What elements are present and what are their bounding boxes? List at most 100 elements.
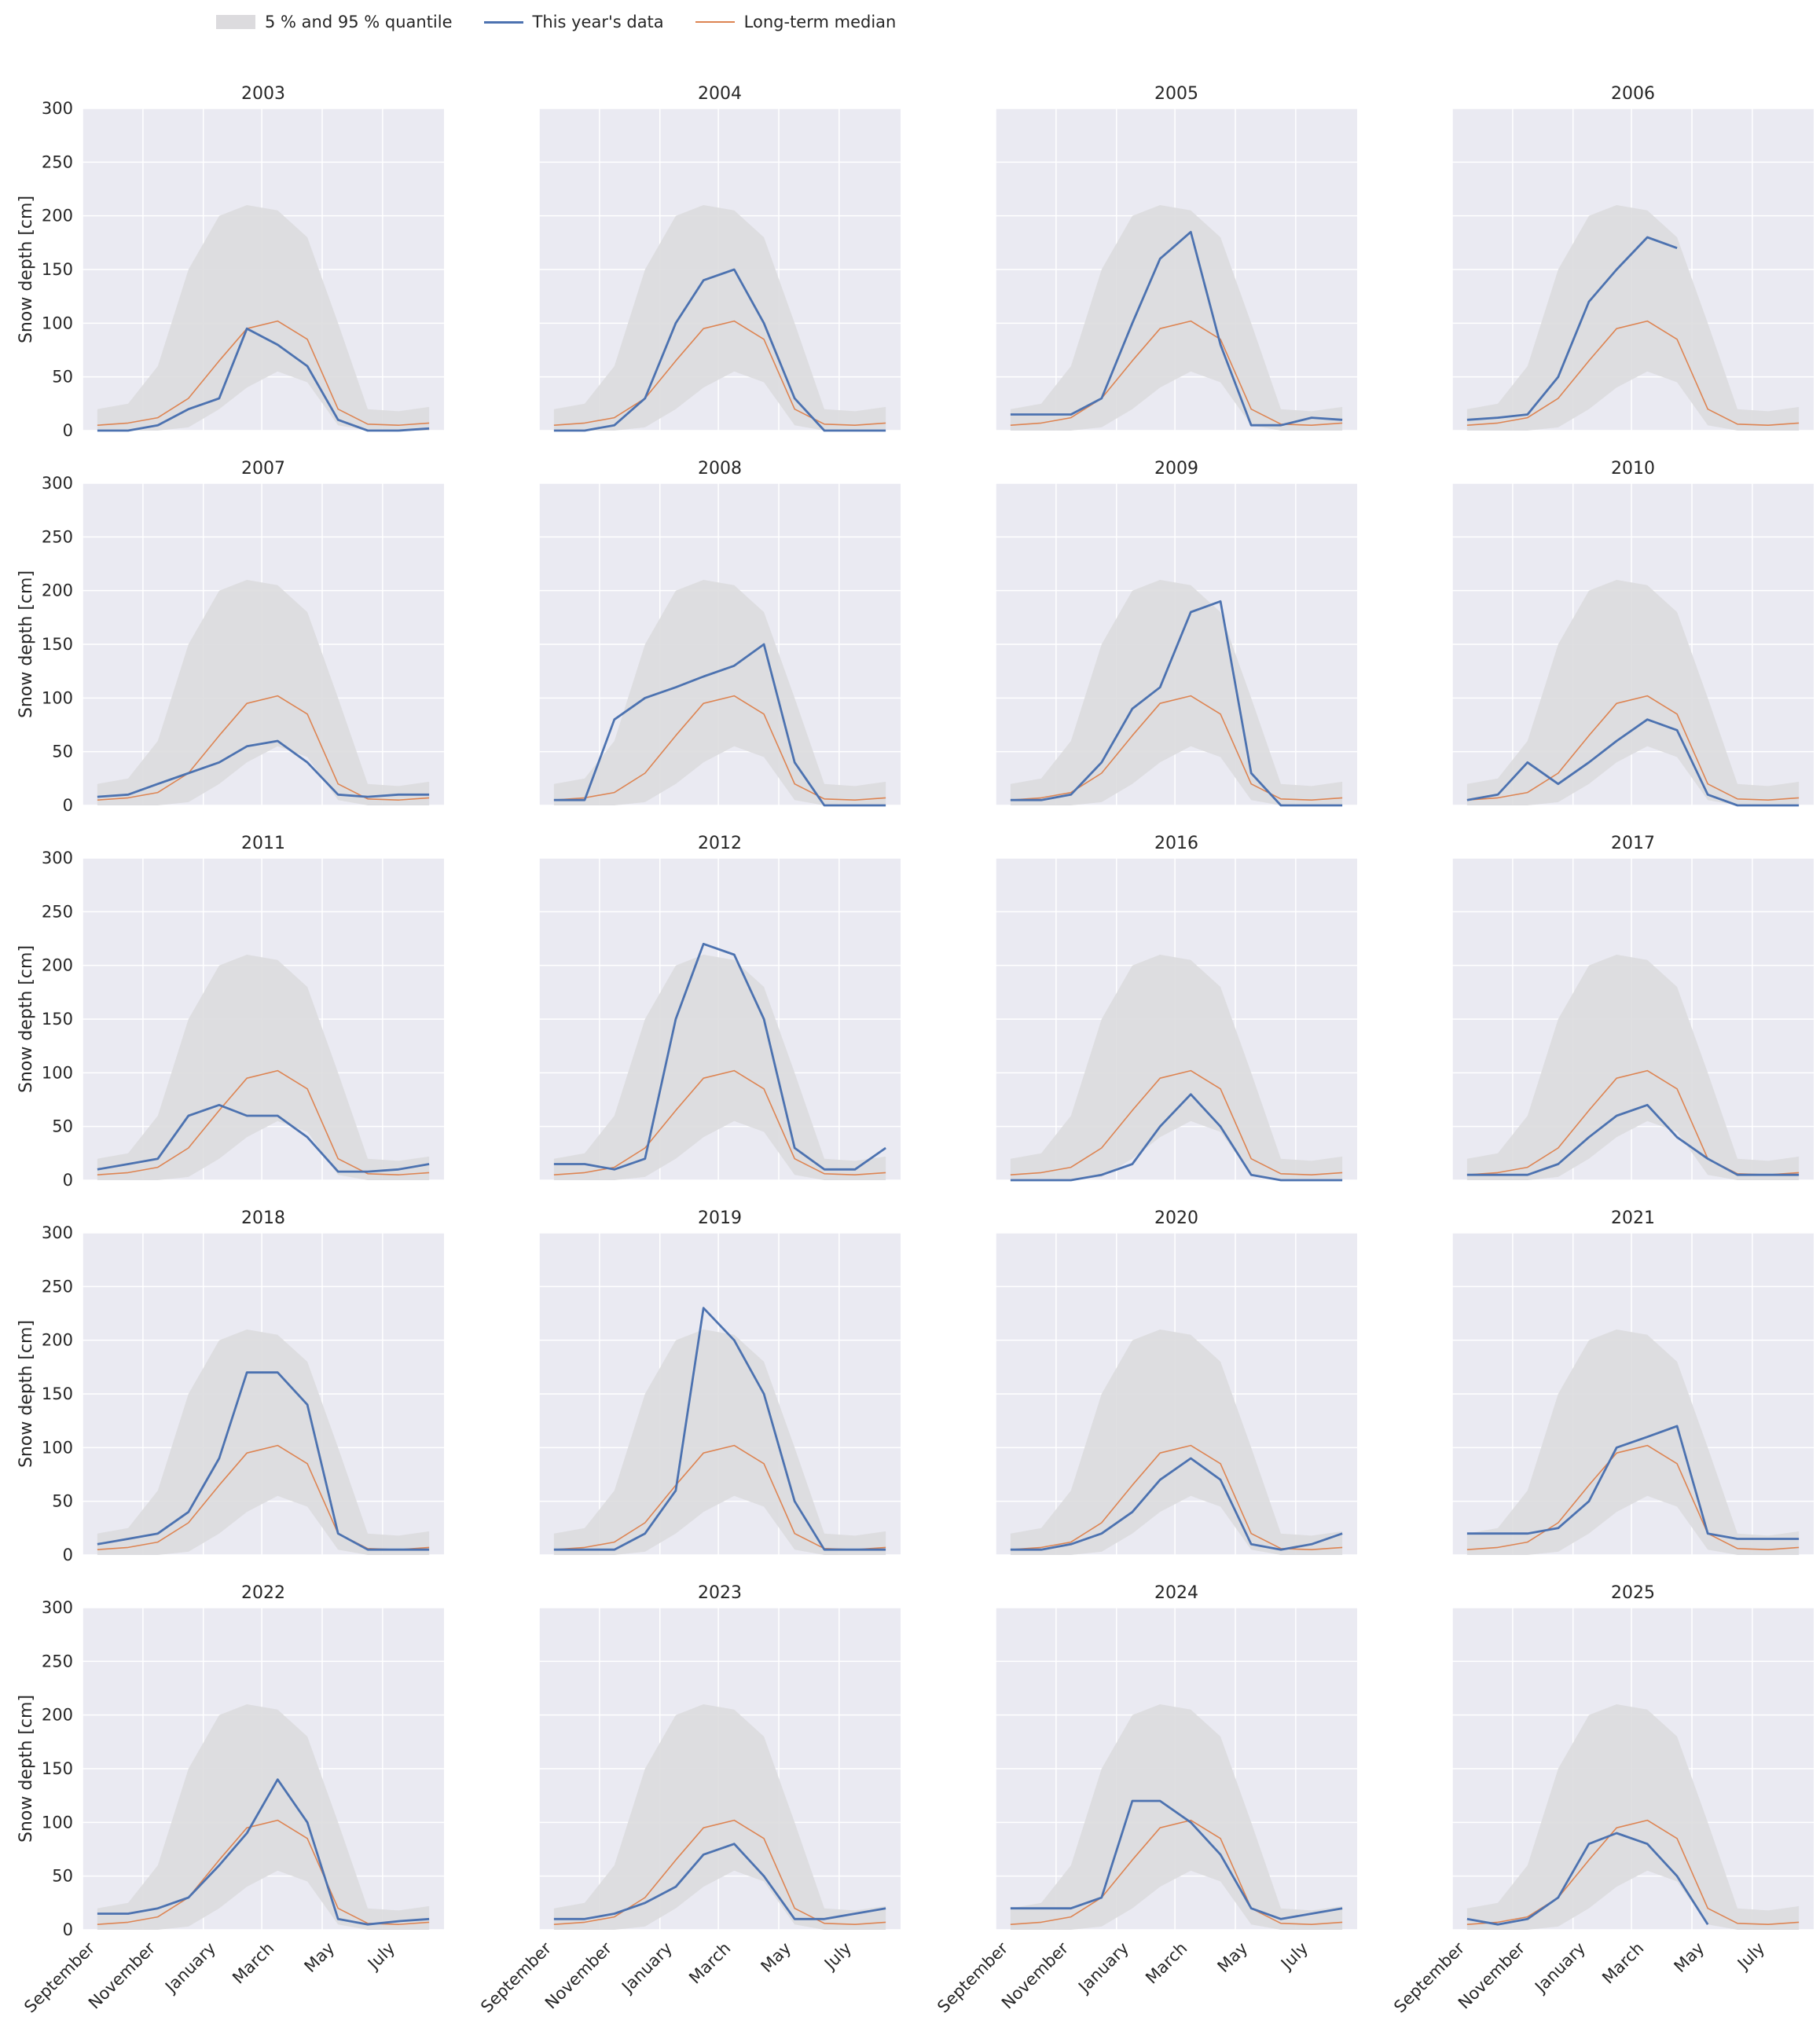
y-tick-label: 300 xyxy=(42,849,73,867)
median-line xyxy=(1010,1069,1343,1175)
median-line xyxy=(1010,695,1343,801)
panel-2017: 2017 xyxy=(1451,834,1814,1181)
panel-2022: 2022 0 50 100 150 200 250 300 Snow depth [cm] Sep… xyxy=(17,1583,444,2016)
x-tick-label: September xyxy=(934,1938,1011,2016)
x-tick-label: May xyxy=(758,1938,795,1976)
quantile-band xyxy=(97,1329,430,1555)
y-tick-label: 50 xyxy=(52,368,73,387)
y-tick-label: 300 xyxy=(42,1223,73,1242)
y-tick-label: 200 xyxy=(42,1331,73,1350)
quantile-band xyxy=(1466,1704,1800,1930)
this-year-line xyxy=(1010,1457,1343,1551)
y-tick-label: 0 xyxy=(63,796,73,815)
y-tick-label: 200 xyxy=(42,956,73,975)
y-tick-label: 200 xyxy=(42,1706,73,1725)
this-year-line xyxy=(97,739,430,798)
quantile-band xyxy=(553,580,886,805)
quantile-band-swatch-icon xyxy=(216,15,255,29)
legend-label-quantile: 5 % and 95 % quantile xyxy=(265,13,453,31)
y-tick-label: 250 xyxy=(42,152,73,171)
this-year-line xyxy=(97,1103,430,1173)
panel-2005: 2005 xyxy=(995,84,1357,431)
x-tick-label: March xyxy=(229,1938,277,1987)
panel-2019: 2019 xyxy=(538,1208,901,1556)
x-tick-label: January xyxy=(160,1938,219,1997)
x-tick-label: May xyxy=(301,1938,339,1976)
this-year-line xyxy=(553,1307,886,1551)
panel-2011: 2011 0 50 100 150 200 250 300 Snow depth [cm] xyxy=(17,834,444,1190)
quantile-band xyxy=(1466,580,1800,805)
quantile-band xyxy=(1010,205,1343,431)
median-line xyxy=(553,1819,886,1925)
quantile-band xyxy=(553,1329,886,1555)
median-line-swatch-icon xyxy=(695,21,735,23)
y-tick-label: 50 xyxy=(52,1867,73,1886)
x-tick-label: July xyxy=(363,1938,398,1974)
x-tick-label: May xyxy=(1214,1938,1252,1976)
panel-title: 2022 xyxy=(241,1583,285,1603)
y-tick-label: 200 xyxy=(42,581,73,600)
y-axis-label: Snow depth [cm] xyxy=(17,570,36,718)
this-year-line xyxy=(553,942,886,1171)
legend-label-this-year: This year's data xyxy=(532,13,664,31)
panel-title: 2003 xyxy=(241,84,285,104)
median-line xyxy=(1010,1819,1343,1925)
panel-2007: 2007 0 50 100 150 200 250 300 Snow depth [cm] xyxy=(17,459,444,815)
median-line xyxy=(1466,1444,1800,1550)
quantile-band xyxy=(1010,955,1343,1180)
panel-title: 2024 xyxy=(1154,1583,1198,1603)
y-tick-label: 250 xyxy=(42,902,73,921)
y-tick-label: 0 xyxy=(63,421,73,440)
quantile-band xyxy=(97,955,430,1180)
panel-title: 2006 xyxy=(1611,84,1655,104)
quantile-band xyxy=(1010,1704,1343,1930)
x-tick-label: January xyxy=(617,1938,676,1997)
y-tick-label: 100 xyxy=(42,688,73,707)
x-tick-label: September xyxy=(20,1938,98,2016)
y-tick-label: 150 xyxy=(42,1759,73,1778)
this-year-line xyxy=(553,643,886,807)
panel-title: 2004 xyxy=(698,84,742,104)
quantile-band xyxy=(1010,580,1343,805)
panel-title: 2007 xyxy=(241,459,285,479)
panel-title: 2020 xyxy=(1154,1208,1198,1228)
this-year-line xyxy=(1466,1425,1800,1540)
y-axis-label: Snow depth [cm] xyxy=(17,196,36,343)
legend-label-median: Long-term median xyxy=(743,13,897,31)
quantile-band xyxy=(1010,1329,1343,1555)
median-line xyxy=(1466,695,1800,801)
y-tick-label: 100 xyxy=(42,1063,73,1082)
x-tick-label: March xyxy=(1598,1938,1647,1987)
legend-item-median: Long-term median xyxy=(695,13,897,31)
quantile-band xyxy=(553,955,886,1180)
y-tick-label: 0 xyxy=(63,1171,73,1190)
quantile-band xyxy=(553,205,886,431)
median-line xyxy=(97,320,430,426)
this-year-line-swatch-icon xyxy=(483,20,523,24)
quantile-band xyxy=(553,1704,886,1930)
panel-2016: 2016 xyxy=(995,834,1357,1182)
this-year-line xyxy=(553,1843,886,1920)
panel-title: 2019 xyxy=(698,1208,742,1228)
quantile-band xyxy=(97,205,430,431)
this-year-line xyxy=(97,1778,430,1926)
quantile-band xyxy=(1466,955,1800,1180)
y-tick-label: 100 xyxy=(42,314,73,332)
quantile-band xyxy=(97,1704,430,1930)
y-tick-label: 150 xyxy=(42,1384,73,1403)
this-year-line xyxy=(553,268,886,432)
panel-2021: 2021 xyxy=(1451,1208,1814,1556)
x-tick-label: July xyxy=(1276,1938,1312,1974)
panel-title: 2011 xyxy=(241,834,285,853)
panel-2010: 2010 xyxy=(1451,459,1814,807)
this-year-line xyxy=(1010,1093,1343,1182)
this-year-line xyxy=(1466,718,1800,807)
y-tick-label: 100 xyxy=(42,1813,73,1832)
x-tick-label: January xyxy=(1073,1938,1132,1997)
y-tick-label: 100 xyxy=(42,1438,73,1457)
y-tick-label: 200 xyxy=(42,207,73,226)
